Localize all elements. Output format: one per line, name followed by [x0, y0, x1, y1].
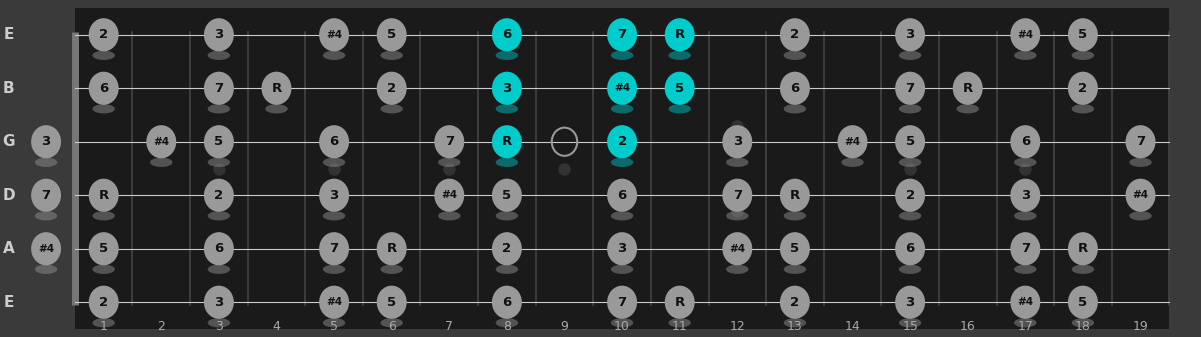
- Ellipse shape: [208, 318, 231, 328]
- Ellipse shape: [1071, 51, 1094, 60]
- Ellipse shape: [381, 318, 402, 328]
- Ellipse shape: [1071, 318, 1094, 328]
- Ellipse shape: [1068, 18, 1098, 51]
- Text: E: E: [4, 295, 14, 310]
- Text: 5: 5: [214, 135, 223, 148]
- Text: 5: 5: [675, 82, 685, 95]
- Text: 10: 10: [614, 320, 631, 333]
- Ellipse shape: [608, 18, 637, 51]
- Text: 3: 3: [329, 189, 339, 202]
- Text: 5: 5: [502, 189, 512, 202]
- Ellipse shape: [1014, 265, 1036, 274]
- Ellipse shape: [1014, 211, 1036, 220]
- Ellipse shape: [31, 125, 61, 158]
- Text: R: R: [98, 189, 109, 202]
- Ellipse shape: [784, 51, 806, 60]
- Text: 7: 7: [1136, 135, 1145, 148]
- Ellipse shape: [35, 265, 58, 274]
- Ellipse shape: [381, 104, 402, 114]
- Ellipse shape: [664, 72, 694, 105]
- FancyBboxPatch shape: [74, 8, 1170, 329]
- Ellipse shape: [89, 179, 119, 212]
- Ellipse shape: [208, 104, 231, 114]
- Ellipse shape: [492, 125, 522, 158]
- Text: 6: 6: [388, 320, 395, 333]
- Ellipse shape: [611, 265, 633, 274]
- Text: 3: 3: [617, 242, 627, 255]
- Text: 3: 3: [502, 82, 512, 95]
- Ellipse shape: [611, 104, 633, 114]
- Text: 19: 19: [1133, 320, 1148, 333]
- Ellipse shape: [895, 286, 925, 319]
- Ellipse shape: [377, 72, 407, 105]
- Ellipse shape: [727, 211, 748, 220]
- Ellipse shape: [204, 232, 234, 265]
- Ellipse shape: [1010, 125, 1040, 158]
- Ellipse shape: [1014, 51, 1036, 60]
- Ellipse shape: [784, 265, 806, 274]
- Text: 2: 2: [906, 189, 915, 202]
- Ellipse shape: [381, 265, 402, 274]
- Text: 2: 2: [1078, 82, 1087, 95]
- Text: 7: 7: [1021, 242, 1030, 255]
- Text: 1: 1: [100, 320, 108, 333]
- Ellipse shape: [722, 232, 752, 265]
- Ellipse shape: [898, 51, 921, 60]
- Text: R: R: [1077, 242, 1088, 255]
- Ellipse shape: [1014, 158, 1036, 167]
- Ellipse shape: [31, 232, 61, 265]
- Text: #4: #4: [729, 244, 746, 254]
- Text: 16: 16: [960, 320, 975, 333]
- Ellipse shape: [784, 211, 806, 220]
- Text: #4: #4: [844, 137, 861, 147]
- Text: 3: 3: [906, 28, 915, 41]
- Ellipse shape: [611, 51, 633, 60]
- Ellipse shape: [319, 125, 349, 158]
- Ellipse shape: [31, 179, 61, 212]
- Ellipse shape: [323, 158, 346, 167]
- Ellipse shape: [952, 72, 982, 105]
- Text: 5: 5: [1078, 296, 1087, 309]
- Text: #4: #4: [1017, 297, 1033, 307]
- Text: D: D: [2, 188, 14, 203]
- Ellipse shape: [664, 18, 694, 51]
- Text: R: R: [502, 135, 512, 148]
- Ellipse shape: [1010, 18, 1040, 51]
- Ellipse shape: [779, 232, 809, 265]
- Ellipse shape: [492, 18, 522, 51]
- Ellipse shape: [92, 51, 115, 60]
- Ellipse shape: [1010, 232, 1040, 265]
- Ellipse shape: [779, 179, 809, 212]
- Text: G: G: [2, 134, 14, 149]
- Ellipse shape: [496, 265, 518, 274]
- Ellipse shape: [319, 286, 349, 319]
- Ellipse shape: [319, 179, 349, 212]
- Text: 3: 3: [1021, 189, 1030, 202]
- Text: #4: #4: [325, 297, 342, 307]
- Ellipse shape: [377, 286, 407, 319]
- Ellipse shape: [435, 125, 465, 158]
- Ellipse shape: [1129, 158, 1152, 167]
- Text: 14: 14: [844, 320, 860, 333]
- Text: 7: 7: [733, 189, 742, 202]
- Text: 7: 7: [617, 28, 627, 41]
- Ellipse shape: [204, 18, 234, 51]
- Text: 2: 2: [100, 28, 108, 41]
- Text: 6: 6: [906, 242, 915, 255]
- Text: 7: 7: [617, 296, 627, 309]
- Text: #4: #4: [325, 30, 342, 40]
- Ellipse shape: [323, 265, 346, 274]
- Ellipse shape: [669, 318, 691, 328]
- Ellipse shape: [204, 286, 234, 319]
- Ellipse shape: [1010, 286, 1040, 319]
- Text: #4: #4: [614, 83, 631, 93]
- Ellipse shape: [496, 211, 518, 220]
- Ellipse shape: [779, 286, 809, 319]
- Ellipse shape: [89, 18, 119, 51]
- Text: 7: 7: [214, 82, 223, 95]
- Ellipse shape: [779, 18, 809, 51]
- Ellipse shape: [492, 179, 522, 212]
- Text: 3: 3: [906, 296, 915, 309]
- Ellipse shape: [664, 286, 694, 319]
